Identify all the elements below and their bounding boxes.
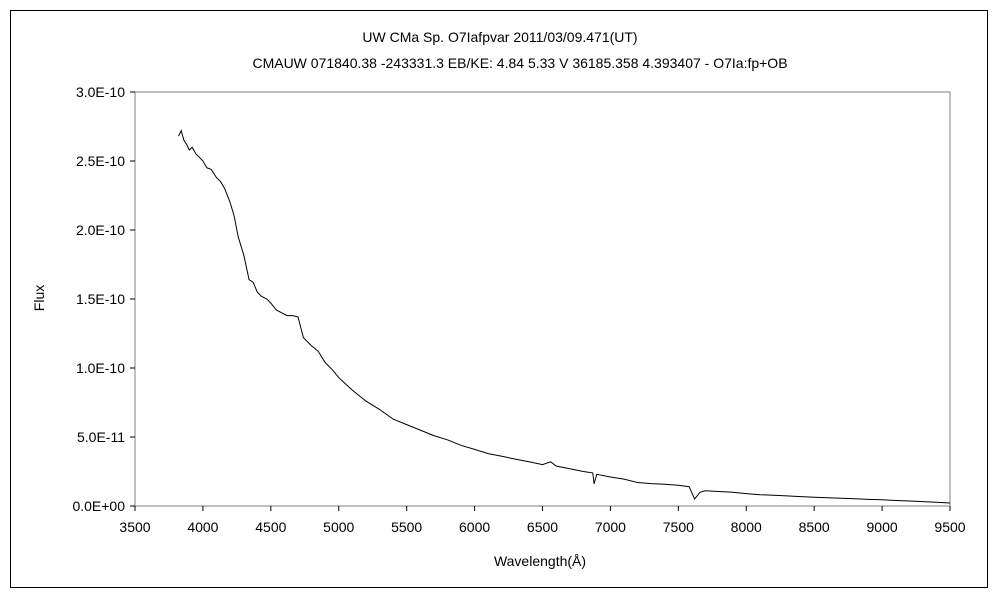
x-tick-label: 9000 xyxy=(867,519,898,535)
x-tick-label: 8000 xyxy=(731,519,762,535)
x-tick-label: 7000 xyxy=(595,519,626,535)
x-tick-label: 7500 xyxy=(663,519,694,535)
chart-title: UW CMa Sp. O7Iafpvar 2011/03/09.471(UT) xyxy=(362,29,637,45)
x-tick-label: 5500 xyxy=(391,519,422,535)
x-tick-label: 4000 xyxy=(187,519,218,535)
y-tick-label: 0.0E+00 xyxy=(72,498,125,514)
flux-series-line xyxy=(178,129,951,504)
chart-subtitle: CMAUW 071840.38 -243331.3 EB/KE: 4.84 5.… xyxy=(252,55,787,71)
x-tick-label: 8500 xyxy=(799,519,830,535)
x-tick-label: 6000 xyxy=(459,519,490,535)
y-axis: 0.0E+00 5.0E-11 1.0E-10 1.5E-10 2.0E-10 2.5E-… xyxy=(72,84,135,514)
y-tick-label: 2.0E-10 xyxy=(76,222,125,238)
y-tick-label: 5.0E-11 xyxy=(77,429,125,445)
x-axis: 3500 4000 4500 5000 5500 6000 6500 7000 7500 8000… xyxy=(119,506,966,535)
plot-area xyxy=(134,91,951,507)
y-axis-label: Flux xyxy=(31,285,47,311)
y-tick-label: 1.0E-10 xyxy=(76,360,125,376)
y-tick-label: 2.5E-10 xyxy=(76,153,125,169)
x-axis-label: Wavelength(Å) xyxy=(494,553,586,569)
x-tick-label: 4500 xyxy=(255,519,286,535)
x-tick-label: 6500 xyxy=(527,519,558,535)
x-tick-label: 9500 xyxy=(934,519,965,535)
x-tick-label: 5000 xyxy=(323,519,354,535)
y-tick-label: 1.5E-10 xyxy=(76,291,125,307)
y-tick-label: 3.0E-10 xyxy=(76,84,125,100)
x-tick-label: 3500 xyxy=(119,519,150,535)
